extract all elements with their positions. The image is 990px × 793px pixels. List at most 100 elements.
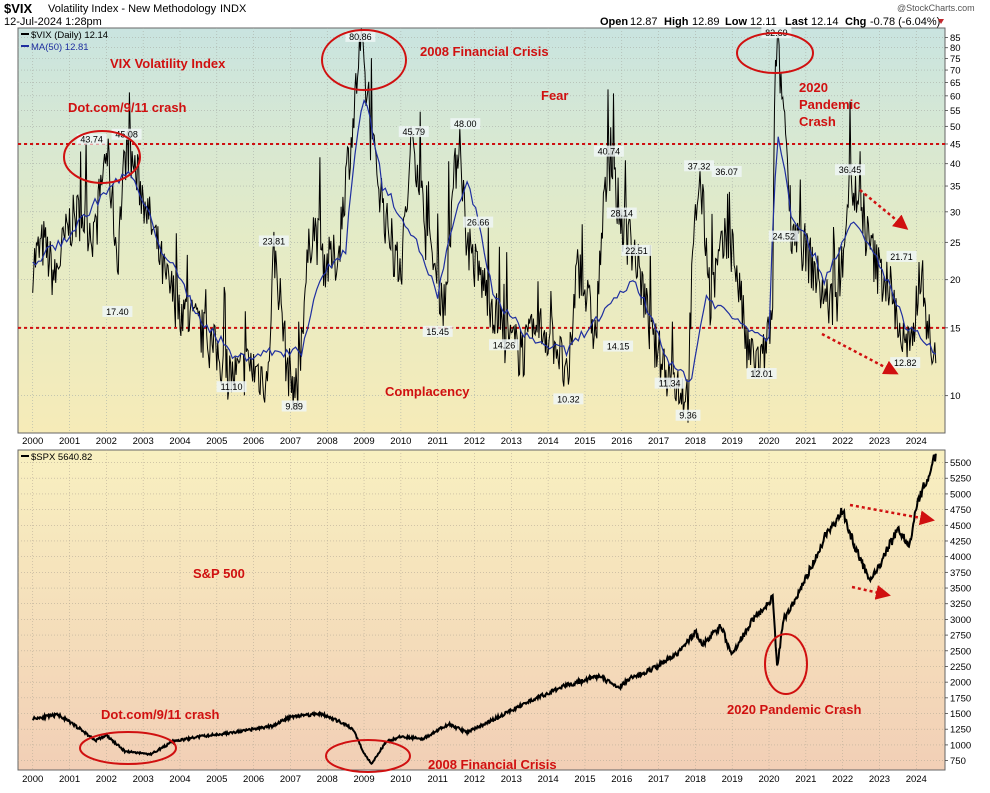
- quote-chg: -0.78 (-6.04%): [870, 16, 940, 28]
- peak-label: 10.32: [557, 394, 580, 404]
- spx-x-tick-label: 2018: [685, 774, 706, 785]
- spx-x-tick-label: 2015: [574, 774, 595, 785]
- peak-label: 9.36: [679, 411, 697, 421]
- vix-reference-lines: [18, 142, 945, 329]
- vix-x-tick-label: 2009: [353, 436, 374, 447]
- vix-x-tick-label: 2012: [464, 436, 485, 447]
- annotation-dotcom: Dot.com/9/11 crash: [68, 100, 187, 115]
- spx-panel: 750 1000 1250 1500 1750 2000 2250 2500 2750 3000 3…: [17, 449, 971, 773]
- peak-label: 28.14: [610, 209, 633, 219]
- vix-y-tick-label: 70: [950, 66, 961, 77]
- spx-x-tick-label: 2020: [758, 774, 779, 785]
- vix-y-tick-label: 80: [950, 43, 961, 54]
- circle-spx-2020: [764, 633, 808, 695]
- annotation-sp500: S&P 500: [193, 566, 245, 581]
- peak-label: 14.15: [607, 342, 630, 352]
- spx-y-tick-label: 5500: [950, 458, 971, 469]
- annotation-complacency: Complacency: [385, 384, 470, 399]
- peak-label: 24.52: [772, 232, 795, 242]
- vix-x-tick-label: 2001: [59, 436, 80, 447]
- spx-y-tick-label: 2500: [950, 646, 971, 657]
- vix-y-tick-label: 45: [950, 139, 961, 150]
- spx-y-tick-label: 750: [950, 756, 966, 767]
- vix-x-tick-label: 2020: [758, 436, 779, 447]
- vix-annotations: VIX Volatility Index Dot.com/9/11 crash …: [63, 29, 909, 399]
- peak-label: 12.01: [750, 369, 773, 379]
- vix-x-tick-label: 2013: [501, 436, 522, 447]
- vix-x-tick-label: 2005: [206, 436, 227, 447]
- peak-label-bg: [603, 340, 634, 352]
- legend-ma: MA(50) 12.81: [31, 42, 89, 53]
- spx-x-tick-label: 2008: [317, 774, 338, 785]
- vix-y-tick-label: 55: [950, 106, 961, 117]
- peak-label: 45.79: [402, 127, 425, 137]
- peak-label-bg: [553, 393, 584, 405]
- vix-y-tick-label: 50: [950, 122, 961, 133]
- spx-y-tick-label: 3500: [950, 584, 971, 595]
- peak-label: 37.32: [688, 161, 711, 171]
- vix-x-axis: 2000 2001 2002 2003 2004 2005 2006 2007 2008 2009…: [22, 436, 927, 447]
- vix-x-tick-label: 2011: [427, 436, 447, 447]
- quote-open-label: Open: [600, 16, 628, 28]
- vix-legend: $VIX (Daily) 12.14 MA(50) 12.81: [21, 30, 108, 53]
- annotation-fear: Fear: [541, 88, 568, 103]
- peak-label-bg: [621, 244, 652, 256]
- peak-label-bg: [886, 250, 917, 262]
- vix-x-tick-label: 2015: [574, 436, 595, 447]
- peak-label: 11.10: [221, 382, 243, 392]
- spx-line: [31, 453, 937, 765]
- vix-x-tick-label: 2016: [611, 436, 632, 447]
- peak-label: 26.66: [467, 218, 490, 228]
- peak-label: 14.26: [493, 340, 516, 350]
- spx-x-tick-label: 2003: [133, 774, 154, 785]
- spx-x-tick-label: 2014: [538, 774, 559, 785]
- peak-label-bg: [281, 400, 307, 412]
- peak-label-bg: [890, 357, 921, 369]
- spx-x-tick-label: 2002: [96, 774, 117, 785]
- arrow-down-bottom: [821, 332, 899, 375]
- annotation-spx-2008: 2008 Financial Crisis: [428, 757, 557, 772]
- spx-y-tick-label: 4250: [950, 536, 971, 547]
- peak-label-bg: [111, 128, 142, 140]
- spx-y-tick-label: 4500: [950, 521, 971, 532]
- peak-label-bg: [345, 30, 376, 42]
- spx-y-tick-label: 3250: [950, 599, 971, 610]
- vix-x-tick-label: 2023: [869, 436, 890, 447]
- peak-label-bg: [746, 368, 777, 380]
- quote-bar: Open 12.87 High 12.89 Low 12.11 Last 12.…: [600, 16, 944, 28]
- header-description: Volatility Index - New Methodology: [48, 3, 217, 15]
- peak-label-bg: [835, 164, 866, 176]
- annotation-2008: 2008 Financial Crisis: [420, 44, 549, 59]
- vix-y-tick-label: 60: [950, 91, 961, 102]
- peak-label-bg: [450, 118, 481, 130]
- spx-y-tick-label: 2250: [950, 662, 971, 673]
- vix-x-tick-label: 2003: [133, 436, 154, 447]
- peak-label: 11.34: [659, 379, 681, 389]
- spx-x-tick-label: 2024: [906, 774, 927, 785]
- arrow-spx-bottom: [851, 585, 891, 600]
- spx-x-tick-label: 2011: [427, 774, 447, 785]
- spx-x-axis: 2000 2001 2002 2003 2004 2005 2006 2007 2008 2009…: [22, 774, 927, 785]
- spx-y-tick-label: 5250: [950, 474, 971, 485]
- spx-x-tick-label: 2013: [501, 774, 522, 785]
- peak-label-bg: [675, 409, 701, 421]
- spx-x-tick-label: 2009: [353, 774, 374, 785]
- spx-annotations: S&P 500 Dot.com/9/11 crash 2008 Financia…: [79, 503, 935, 773]
- spx-x-tick-label: 2021: [795, 774, 816, 785]
- vix-y-tick-label: 15: [950, 323, 961, 334]
- circle-spx-2008: [325, 739, 411, 773]
- vix-y-tick-label: 65: [950, 78, 961, 89]
- vix-y-tick-label: 85: [950, 33, 961, 44]
- watermark: @StockCharts.com: [897, 3, 975, 13]
- spx-y-tick-label: 4750: [950, 505, 971, 516]
- spx-y-tick-label: 1000: [950, 740, 971, 751]
- annotation-2020-line1: 2020: [799, 80, 828, 95]
- spx-x-tick-label: 2012: [464, 774, 485, 785]
- peak-label-bg: [488, 339, 519, 351]
- legend-vix: $VIX (Daily) 12.14: [31, 30, 108, 41]
- spx-x-tick-label: 2006: [243, 774, 264, 785]
- vix-x-tick-label: 2007: [280, 436, 301, 447]
- legend-spx: $SPX 5640.82: [31, 452, 92, 463]
- peak-label-bg: [711, 165, 742, 177]
